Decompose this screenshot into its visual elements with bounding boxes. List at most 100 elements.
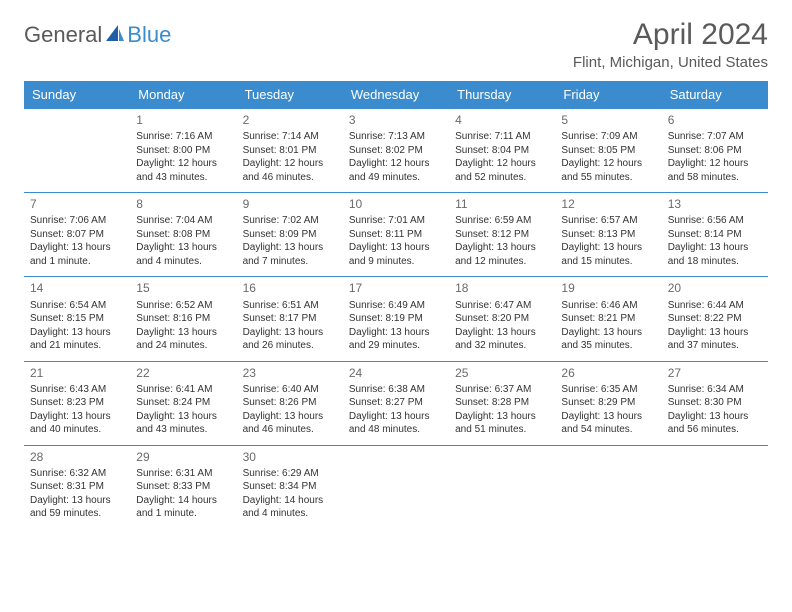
calendar-body: . 1Sunrise: 7:16 AMSunset: 8:00 PMDayligh… — [24, 109, 768, 530]
daylight-line: and 46 minutes. — [243, 423, 337, 437]
week-row: 21Sunrise: 6:43 AMSunset: 8:23 PMDayligh… — [24, 361, 768, 445]
sunset-line: Sunset: 8:22 PM — [668, 312, 762, 326]
sunrise-line: Sunrise: 6:44 AM — [668, 299, 762, 313]
daylight-line: and 18 minutes. — [668, 255, 762, 269]
day-cell: 4Sunrise: 7:11 AMSunset: 8:04 PMDaylight… — [449, 109, 555, 193]
sunrise-line: Sunrise: 6:51 AM — [243, 299, 337, 313]
daylight-line: Daylight: 14 hours — [136, 494, 230, 508]
day-number: 14 — [30, 280, 124, 296]
sunrise-line: Sunrise: 7:09 AM — [561, 130, 655, 144]
sunrise-line: Sunrise: 6:31 AM — [136, 467, 230, 481]
daylight-line: and 7 minutes. — [243, 255, 337, 269]
sunset-line: Sunset: 8:02 PM — [349, 144, 443, 158]
daylight-line: Daylight: 13 hours — [30, 241, 124, 255]
day-number: 22 — [136, 365, 230, 381]
day-cell: 2Sunrise: 7:14 AMSunset: 8:01 PMDaylight… — [237, 109, 343, 193]
sunrise-line: Sunrise: 7:07 AM — [668, 130, 762, 144]
sunrise-line: Sunrise: 6:46 AM — [561, 299, 655, 313]
daylight-line: Daylight: 12 hours — [561, 157, 655, 171]
daylight-line: and 35 minutes. — [561, 339, 655, 353]
day-number: 6 — [668, 112, 762, 128]
sunset-line: Sunset: 8:11 PM — [349, 228, 443, 242]
daylight-line: and 43 minutes. — [136, 171, 230, 185]
sunrise-line: Sunrise: 7:02 AM — [243, 214, 337, 228]
day-cell: 9Sunrise: 7:02 AMSunset: 8:09 PMDaylight… — [237, 193, 343, 277]
title-block: April 2024 Flint, Michigan, United State… — [573, 18, 768, 71]
weekday-header: Saturday — [662, 81, 768, 109]
calendar-page: General Blue April 2024 Flint, Michigan,… — [0, 0, 792, 547]
weekday-header: Friday — [555, 81, 661, 109]
day-cell: 19Sunrise: 6:46 AMSunset: 8:21 PMDayligh… — [555, 277, 661, 361]
daylight-line: and 12 minutes. — [455, 255, 549, 269]
day-cell: 7Sunrise: 7:06 AMSunset: 8:07 PMDaylight… — [24, 193, 130, 277]
daylight-line: and 55 minutes. — [561, 171, 655, 185]
day-number: 21 — [30, 365, 124, 381]
daylight-line: Daylight: 13 hours — [668, 241, 762, 255]
sunrise-line: Sunrise: 7:01 AM — [349, 214, 443, 228]
day-cell: 28Sunrise: 6:32 AMSunset: 8:31 PMDayligh… — [24, 445, 130, 529]
sunrise-line: Sunrise: 6:43 AM — [30, 383, 124, 397]
sunset-line: Sunset: 8:04 PM — [455, 144, 549, 158]
brand-blue: Blue — [127, 22, 171, 48]
page-subtitle: Flint, Michigan, United States — [573, 54, 768, 71]
day-cell: 29Sunrise: 6:31 AMSunset: 8:33 PMDayligh… — [130, 445, 236, 529]
daylight-line: Daylight: 13 hours — [455, 410, 549, 424]
day-cell: 6Sunrise: 7:07 AMSunset: 8:06 PMDaylight… — [662, 109, 768, 193]
day-number: 9 — [243, 196, 337, 212]
week-row: 7Sunrise: 7:06 AMSunset: 8:07 PMDaylight… — [24, 193, 768, 277]
daylight-line: and 1 minute. — [136, 507, 230, 521]
daylight-line: Daylight: 13 hours — [243, 326, 337, 340]
day-cell: . — [662, 445, 768, 529]
day-cell: 14Sunrise: 6:54 AMSunset: 8:15 PMDayligh… — [24, 277, 130, 361]
daylight-line: Daylight: 13 hours — [30, 494, 124, 508]
day-cell: 26Sunrise: 6:35 AMSunset: 8:29 PMDayligh… — [555, 361, 661, 445]
sunset-line: Sunset: 8:31 PM — [30, 480, 124, 494]
sunset-line: Sunset: 8:19 PM — [349, 312, 443, 326]
day-cell: 16Sunrise: 6:51 AMSunset: 8:17 PMDayligh… — [237, 277, 343, 361]
sunrise-line: Sunrise: 6:29 AM — [243, 467, 337, 481]
day-number: 8 — [136, 196, 230, 212]
header: General Blue April 2024 Flint, Michigan,… — [24, 18, 768, 71]
daylight-line: and 51 minutes. — [455, 423, 549, 437]
week-row: 14Sunrise: 6:54 AMSunset: 8:15 PMDayligh… — [24, 277, 768, 361]
sunset-line: Sunset: 8:07 PM — [30, 228, 124, 242]
daylight-line: Daylight: 13 hours — [30, 410, 124, 424]
daylight-line: and 1 minute. — [30, 255, 124, 269]
daylight-line: Daylight: 13 hours — [349, 410, 443, 424]
daylight-line: and 26 minutes. — [243, 339, 337, 353]
day-number: 5 — [561, 112, 655, 128]
daylight-line: and 37 minutes. — [668, 339, 762, 353]
weekday-header: Tuesday — [237, 81, 343, 109]
week-row: 28Sunrise: 6:32 AMSunset: 8:31 PMDayligh… — [24, 445, 768, 529]
sunset-line: Sunset: 8:00 PM — [136, 144, 230, 158]
daylight-line: Daylight: 13 hours — [668, 326, 762, 340]
daylight-line: and 54 minutes. — [561, 423, 655, 437]
sunset-line: Sunset: 8:20 PM — [455, 312, 549, 326]
day-cell: 13Sunrise: 6:56 AMSunset: 8:14 PMDayligh… — [662, 193, 768, 277]
sunset-line: Sunset: 8:30 PM — [668, 396, 762, 410]
sunset-line: Sunset: 8:12 PM — [455, 228, 549, 242]
sunrise-line: Sunrise: 6:57 AM — [561, 214, 655, 228]
sunset-line: Sunset: 8:05 PM — [561, 144, 655, 158]
day-number: 4 — [455, 112, 549, 128]
day-number: 23 — [243, 365, 337, 381]
sunrise-line: Sunrise: 6:37 AM — [455, 383, 549, 397]
daylight-line: and 29 minutes. — [349, 339, 443, 353]
sunrise-line: Sunrise: 6:47 AM — [455, 299, 549, 313]
sunset-line: Sunset: 8:15 PM — [30, 312, 124, 326]
day-cell: 12Sunrise: 6:57 AMSunset: 8:13 PMDayligh… — [555, 193, 661, 277]
weekday-header: Wednesday — [343, 81, 449, 109]
daylight-line: Daylight: 13 hours — [561, 241, 655, 255]
sunset-line: Sunset: 8:08 PM — [136, 228, 230, 242]
sunrise-line: Sunrise: 6:35 AM — [561, 383, 655, 397]
daylight-line: and 32 minutes. — [455, 339, 549, 353]
sunset-line: Sunset: 8:06 PM — [668, 144, 762, 158]
day-number: 11 — [455, 196, 549, 212]
daylight-line: Daylight: 12 hours — [136, 157, 230, 171]
sunset-line: Sunset: 8:34 PM — [243, 480, 337, 494]
day-cell: . — [555, 445, 661, 529]
day-number: 1 — [136, 112, 230, 128]
day-cell: 30Sunrise: 6:29 AMSunset: 8:34 PMDayligh… — [237, 445, 343, 529]
day-cell: 1Sunrise: 7:16 AMSunset: 8:00 PMDaylight… — [130, 109, 236, 193]
daylight-line: Daylight: 13 hours — [243, 241, 337, 255]
